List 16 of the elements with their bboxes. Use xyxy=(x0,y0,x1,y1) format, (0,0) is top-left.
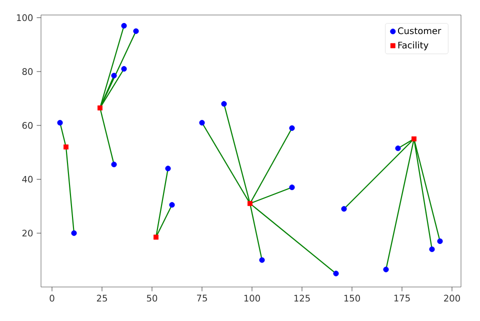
x-tick-label: 175 xyxy=(394,294,410,302)
x-tick-label: 200 xyxy=(444,294,460,302)
x-tick-label: 75 xyxy=(197,294,207,302)
x-tick-label: 0 xyxy=(50,294,54,302)
y-tick-label: 20 xyxy=(22,230,33,237)
x-tick-label: 100 xyxy=(244,294,260,302)
y-tick-label: 100 xyxy=(17,14,33,22)
y-tick-label: 40 xyxy=(22,176,33,183)
x-tick-label: 150 xyxy=(344,294,360,302)
y-tick-label: 60 xyxy=(22,122,33,129)
x-tick-label: 50 xyxy=(146,294,158,302)
legend-label: Customer xyxy=(398,27,442,34)
legend-label: Facility xyxy=(398,42,428,50)
x-tick-label: 125 xyxy=(294,294,310,302)
x-tick-label: 25 xyxy=(96,294,107,302)
y-tick-label: 80 xyxy=(22,68,33,75)
